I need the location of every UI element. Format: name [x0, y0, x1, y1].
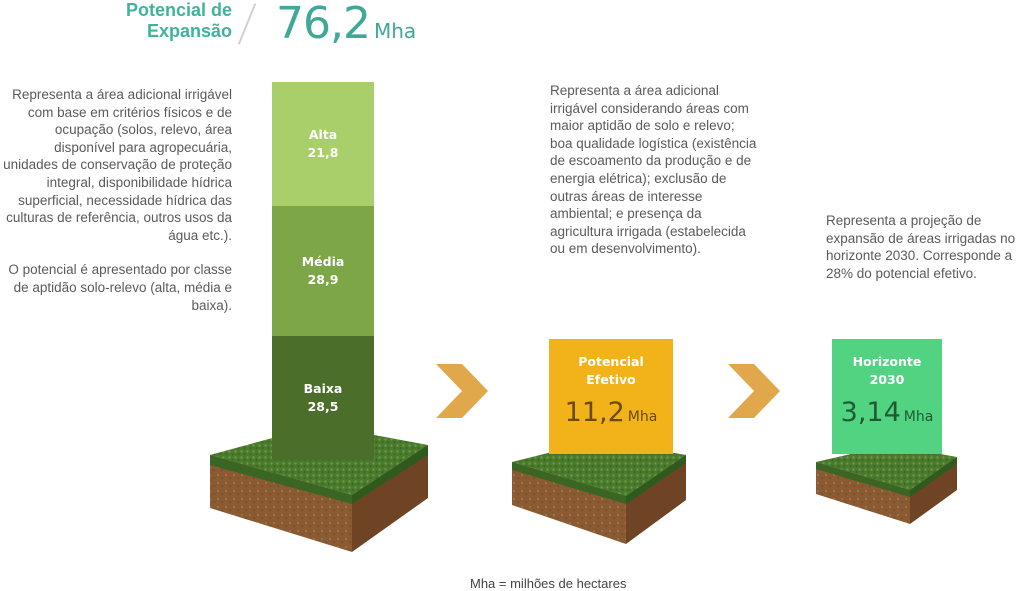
segment-baixa: Baixa 28,5: [272, 336, 374, 460]
chevron-right-icon: [728, 364, 780, 418]
ground-block-medium: [512, 440, 686, 544]
segment-baixa-label: Baixa: [303, 381, 343, 396]
left-description: Representa a área adicional irrigável co…: [0, 86, 232, 314]
box-horizonte-2030: Horizonte 2030 3,14 Mha: [832, 339, 942, 454]
ground-block-small: [816, 445, 957, 524]
segment-alta-value: 21,8: [307, 145, 339, 160]
title-label: Potencial de Expansão: [100, 0, 232, 42]
box-efetivo-number: 11,2: [564, 397, 625, 428]
left-description-note: O potencial é apresentado por classe de …: [8, 262, 232, 313]
box-efetivo-unit: Mha: [627, 409, 658, 425]
box-horizonte-unit: Mha: [903, 409, 934, 425]
title-label-line2: Expansão: [146, 21, 232, 41]
box-efetivo-label: Potencial Efetivo: [578, 353, 644, 389]
title-value-number: 76,2: [276, 0, 371, 49]
box-horizonte-number: 3,14: [840, 397, 901, 428]
box-horizonte-value: 3,14 Mha: [841, 397, 934, 428]
left-description-text: Representa a área adicional irrigável co…: [3, 87, 232, 243]
segment-media-value: 28,9: [307, 272, 339, 287]
title-label-line1: Potencial de: [125, 0, 232, 20]
segment-alta: Alta 21,8: [272, 82, 374, 206]
box-efetivo-value: 11,2 Mha: [565, 397, 658, 428]
title-value-unit: Mha: [373, 19, 417, 43]
box-horizonte-label: Horizonte 2030: [853, 353, 922, 389]
chevron-right-icon: [436, 364, 488, 418]
box-efetivo-label-line2: Efetivo: [586, 372, 636, 387]
middle-description: Representa a área adicional irrigável co…: [550, 83, 757, 257]
segment-media-label: Média: [301, 254, 345, 269]
segment-alta-label: Alta: [308, 127, 338, 142]
box-horizonte-label-line1: Horizonte: [852, 354, 922, 369]
title-value: 76,2 Mha: [276, 0, 416, 49]
segment-media: Média 28,9: [272, 206, 374, 336]
right-description: Representa a projeção de expansão de áre…: [826, 213, 1016, 281]
segment-baixa-value: 28,5: [307, 399, 339, 414]
box-horizonte-label-line2: 2030: [869, 372, 905, 387]
footnote: Mha = milhões de hectares: [470, 576, 627, 591]
box-potencial-efetivo: Potencial Efetivo 11,2 Mha: [549, 339, 673, 454]
box-efetivo-label-line1: Potencial: [578, 354, 644, 369]
